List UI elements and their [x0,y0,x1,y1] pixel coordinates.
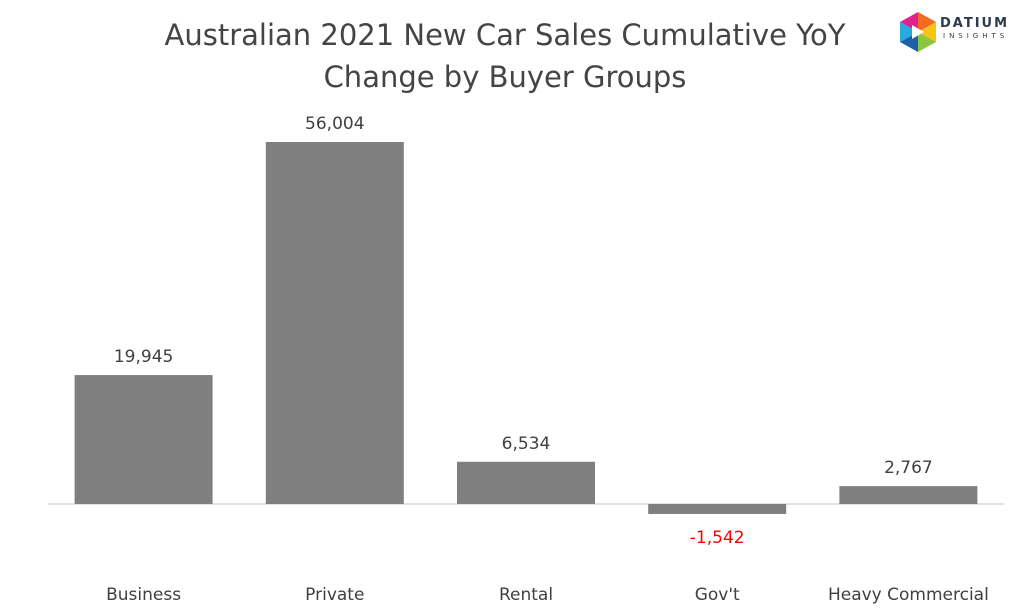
category-label: Gov't [695,585,740,605]
datium-logo-icon [900,12,936,52]
data-label: 19,945 [114,347,173,367]
category-label: Private [305,585,364,605]
data-label: 56,004 [305,114,364,134]
data-label: -1,542 [690,528,745,548]
category-label: Rental [499,585,553,605]
category-label: Business [106,585,181,605]
chart-title: Australian 2021 New Car Sales Cumulative… [164,18,846,94]
data-label: 2,767 [884,458,933,478]
logo-tagline: INSIGHTS [943,32,1009,40]
data-label: 6,534 [502,434,551,454]
bar-gov-t [648,504,787,514]
category-label: Heavy Commercial [828,585,989,605]
bar-private [265,142,404,504]
datium-logo: DATIUM INSIGHTS [898,10,1020,54]
bar-rental [457,461,595,504]
bar-business [74,375,213,504]
bar-heavy-commercial [839,486,978,504]
logo-name: DATIUM [940,16,1010,31]
